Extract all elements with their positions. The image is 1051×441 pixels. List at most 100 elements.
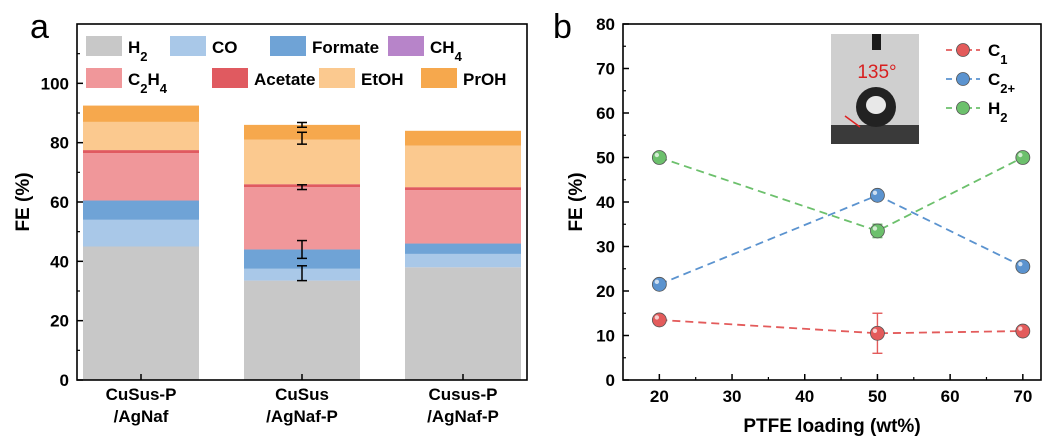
bar-co-3 [405,253,521,268]
b-y-tick-label: 70 [596,60,615,79]
point-highlight [872,328,878,333]
bar-etoh-2 [244,139,360,185]
bar-h2-3 [405,267,521,380]
legend-item-acetate: Acetate [212,68,315,89]
legend-label: Acetate [254,70,315,89]
bar-co-1 [83,219,199,247]
a-y-tick-label: 40 [50,252,69,271]
legend-item-c2+: C2+ [946,70,1016,96]
b-x-tick-label: 20 [650,387,669,406]
b-y-axis-title: FE (%) [566,172,587,231]
a-y-axis: 0 20 40 60 80 100 [41,53,83,390]
b-x-tick-label: 70 [1013,387,1032,406]
b-series-lines [659,156,1024,335]
legend-marker [956,72,970,86]
b-x-axis-title: PTFE loading (wt%) [743,416,920,437]
legend-label: Formate [312,38,379,57]
inset-substrate [831,125,919,144]
error-bar [297,121,307,128]
legend-label: CO [212,38,238,57]
a-x-axis: CuSus-P/AgNaf CuSus/AgNaf-P Cusus-P/AgNaf-… [106,374,499,426]
line-c1 [659,319,1023,335]
a-x-tick-label: /AgNaf [114,407,169,426]
legend-item-h2: H2 [86,36,148,64]
point-c1 [870,325,885,341]
legend-item-ch4: CH4 [388,36,463,64]
legend-marker [956,43,970,57]
b-y-tick-label: 50 [596,149,615,168]
legend-item-c1: C1 [946,41,1008,67]
line-c2+ [659,194,1024,286]
legend-swatch [270,36,306,56]
legend-label: PrOH [463,70,506,89]
point-h2 [1015,150,1031,165]
legend-item-c2h4: C2H4 [86,68,168,96]
legend-item-h2: H2 [946,99,1008,125]
b-points [651,150,1031,341]
legend-swatch [86,68,122,88]
a-x-tick-label: CuSus-P [106,385,177,404]
a-y-tick-label: 80 [50,134,69,153]
point-highlight [654,315,660,320]
line-h2 [659,156,1024,232]
legend-label: C1 [988,41,1008,67]
legend-swatch [319,68,355,88]
bar-proh-1 [83,105,199,122]
b-y-tick-label: 20 [596,282,615,301]
b-y-tick-label: 30 [596,238,615,257]
a-y-tick-label: 20 [50,312,69,331]
legend-label: H2 [988,99,1008,125]
contact-angle-inset: 135° [831,34,919,144]
point-highlight [872,226,878,231]
legend-swatch [212,68,248,88]
inset-contact-angle-label: 135° [857,62,896,83]
legend-label: C2H4 [128,70,168,96]
error-bar [297,184,307,191]
a-y-tick-label: 0 [60,371,69,390]
b-y-tick-label: 10 [596,327,615,346]
a-x-tick-label: /AgNaf-P [266,407,338,426]
point-c1 [651,312,667,328]
bar-h2-1 [83,246,199,380]
point-highlight [654,152,660,158]
point-h2 [870,223,885,239]
inset-angle-line [844,115,861,128]
bar-etoh-3 [405,145,521,188]
legend-item-proh: PrOH [421,68,506,89]
bar-h2-2 [244,280,360,380]
bar-etoh-1 [83,121,199,151]
legend-marker [956,101,970,115]
point-c2+ [870,187,885,203]
point-highlight [1018,326,1023,331]
b-x-tick-label: 30 [723,387,742,406]
bar-formate-1 [83,200,199,220]
b-y-axis: 0 10 20 30 40 50 60 70 80 [596,15,629,390]
error-bar [297,239,307,260]
b-legend: C1 C2+ H2 [946,41,1016,125]
point-c2+ [651,276,667,292]
bar-formate-3 [405,243,521,254]
legend-label: CH4 [430,38,463,64]
point-highlight [872,190,878,196]
a-x-tick-label: CuSus [275,385,329,404]
point-highlight [1018,261,1023,267]
point-c2+ [1015,259,1031,274]
panel-b-chart: 0 10 20 30 40 50 60 70 80 20 30 40 50 60 70 FE (%) PT… [566,15,1042,437]
point-highlight [654,279,660,285]
a-bars [83,105,521,380]
legend-swatch [388,36,424,56]
legend-swatch [86,36,122,56]
a-error-bars [297,121,307,282]
point-c1 [1015,323,1031,339]
inset-droplet-highlight [866,96,886,114]
b-y-tick-label: 0 [606,371,615,390]
legend-item-etoh: EtOH [319,68,404,89]
error-bar [297,131,307,145]
legend-item-formate: Formate [270,36,379,57]
a-x-tick-label: Cusus-P [429,385,498,404]
b-y-tick-label: 80 [596,15,615,34]
bar-acetate-1 [83,150,199,154]
b-x-tick-label: 50 [868,387,887,406]
